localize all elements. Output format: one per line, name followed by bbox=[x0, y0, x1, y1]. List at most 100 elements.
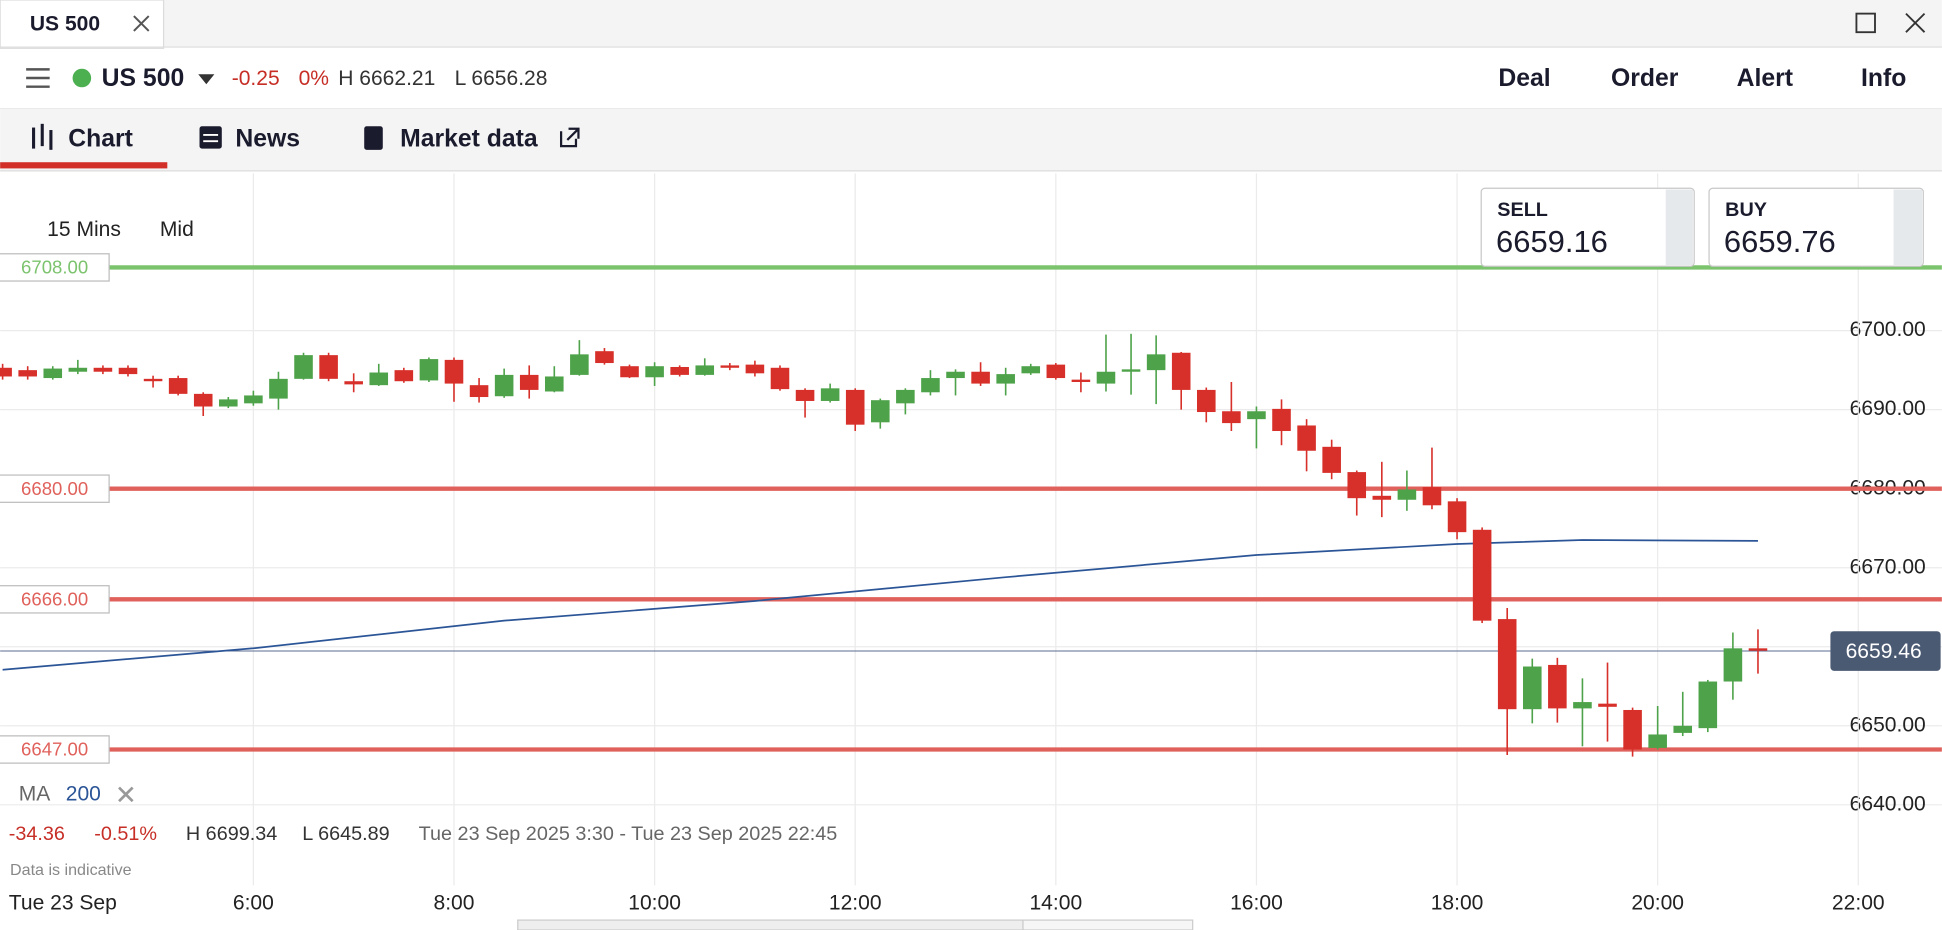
candle-body bbox=[545, 376, 564, 392]
candle-body bbox=[1447, 501, 1467, 533]
candle-body bbox=[494, 374, 514, 397]
candle-body bbox=[0, 367, 12, 377]
candle-body bbox=[193, 393, 213, 407]
moving-average-line bbox=[2, 539, 1758, 671]
action-button[interactable]: Deal bbox=[1498, 65, 1550, 92]
sell-label: SELL bbox=[1497, 199, 1548, 221]
candle-body bbox=[670, 366, 689, 375]
news-icon bbox=[199, 126, 222, 149]
news-tab[interactable]: News bbox=[235, 125, 300, 152]
x-tick-label: 8:00 bbox=[434, 892, 475, 915]
ma-legend-period: 200 bbox=[66, 783, 101, 806]
candle-body bbox=[921, 378, 940, 393]
candle-body bbox=[444, 359, 464, 384]
candle-body bbox=[1096, 371, 1116, 384]
level-label-box bbox=[0, 253, 110, 282]
y-tick-label: 6700.00 bbox=[1850, 318, 1926, 341]
x-tick-label: 12:00 bbox=[829, 892, 882, 915]
buy-button-edge bbox=[1893, 189, 1923, 266]
menu-icon[interactable] bbox=[26, 68, 50, 88]
candle-body bbox=[519, 374, 539, 390]
buy-price: 6659.76 bbox=[1724, 224, 1836, 259]
last-price-label: 6659.46 bbox=[1846, 640, 1922, 663]
tab-bar bbox=[0, 0, 1942, 48]
candle-body bbox=[1598, 703, 1617, 707]
y-tick-label: 6650.00 bbox=[1850, 713, 1926, 736]
candle-body bbox=[219, 399, 238, 407]
active-tab-indicator bbox=[0, 162, 168, 169]
candle-body bbox=[1146, 354, 1166, 371]
x-tick-label: 10:00 bbox=[628, 892, 681, 915]
candle-body bbox=[1673, 725, 1693, 733]
instrument-dropdown[interactable] bbox=[198, 74, 215, 85]
candle-body bbox=[946, 371, 965, 379]
candle-body bbox=[269, 378, 288, 399]
level-label: 6708.00 bbox=[21, 257, 88, 278]
candle-body bbox=[1623, 709, 1642, 750]
market-data-tab[interactable]: Market data bbox=[400, 125, 538, 152]
close-window-icon[interactable] bbox=[1905, 12, 1926, 33]
instrument-name[interactable]: US 500 bbox=[102, 65, 185, 92]
close-tab-icon[interactable] bbox=[133, 15, 150, 32]
summary-high: H 6699.34 bbox=[186, 823, 277, 845]
window-tab-title: US 500 bbox=[30, 12, 100, 35]
buy-button[interactable] bbox=[1708, 187, 1924, 267]
candle-body bbox=[1698, 681, 1718, 729]
chart-tab[interactable]: Chart bbox=[68, 125, 133, 152]
candle-body bbox=[244, 395, 263, 404]
candle-body bbox=[1322, 446, 1341, 473]
candle-body bbox=[620, 366, 639, 378]
candle-body bbox=[595, 351, 614, 364]
candle-body bbox=[645, 366, 664, 378]
candle-body bbox=[720, 365, 740, 368]
candle-body bbox=[1071, 379, 1091, 383]
navigator-window[interactable] bbox=[1022, 919, 1194, 930]
candle-body bbox=[344, 381, 363, 385]
candle-body bbox=[770, 367, 790, 390]
x-tick-label: 18:00 bbox=[1431, 892, 1484, 915]
navigator-bar[interactable] bbox=[517, 919, 1024, 930]
ma-legend-name: MA bbox=[19, 783, 51, 806]
level-label-box bbox=[0, 474, 110, 503]
sell-button[interactable] bbox=[1480, 187, 1695, 267]
price-type-selector[interactable]: Mid bbox=[160, 218, 194, 241]
candle-body bbox=[143, 378, 163, 382]
interval-selector[interactable]: 15 Mins bbox=[47, 218, 121, 241]
window-tab[interactable] bbox=[0, 0, 165, 49]
action-button[interactable]: Alert bbox=[1737, 65, 1793, 92]
action-button[interactable]: Order bbox=[1611, 65, 1679, 92]
candle-body bbox=[469, 385, 489, 398]
candle-body bbox=[1196, 389, 1216, 413]
candle-body bbox=[1573, 702, 1592, 709]
sell-price: 6659.16 bbox=[1496, 224, 1608, 259]
action-button[interactable]: Info bbox=[1861, 65, 1906, 92]
low: L 6656.28 bbox=[455, 67, 548, 90]
external-link-icon[interactable] bbox=[559, 127, 580, 148]
candle-body bbox=[1472, 529, 1492, 621]
y-tick-label: 6640.00 bbox=[1850, 792, 1926, 815]
news-icon-lines bbox=[203, 134, 219, 143]
x-tick-label: 22:00 bbox=[1832, 892, 1885, 915]
candle-body bbox=[1648, 734, 1667, 748]
candle-body bbox=[695, 365, 715, 375]
candle-body bbox=[1522, 666, 1542, 710]
candle-body bbox=[1347, 472, 1367, 499]
change: -0.25 bbox=[232, 67, 280, 90]
y-tick-label: 6690.00 bbox=[1850, 397, 1926, 420]
candle-body bbox=[1297, 425, 1316, 451]
last-price-box bbox=[1830, 631, 1941, 671]
level-label-box bbox=[0, 735, 110, 764]
buy-label: BUY bbox=[1725, 199, 1767, 221]
y-tick-label: 6670.00 bbox=[1850, 555, 1926, 578]
candle-body bbox=[1272, 408, 1291, 432]
summary-range: Tue 23 Sep 2025 3:30 - Tue 23 Sep 2025 2… bbox=[419, 823, 838, 845]
maximize-icon[interactable] bbox=[1855, 12, 1876, 34]
x-tick-label: 6:00 bbox=[233, 892, 274, 915]
view-tab-bar bbox=[0, 108, 1942, 171]
candle-body bbox=[896, 389, 915, 404]
date-label: Tue 23 Sep bbox=[9, 892, 117, 915]
remove-ma-icon[interactable] bbox=[118, 786, 134, 803]
candle-body bbox=[845, 389, 865, 425]
candle-body bbox=[1121, 369, 1141, 372]
candle-body bbox=[93, 367, 113, 372]
